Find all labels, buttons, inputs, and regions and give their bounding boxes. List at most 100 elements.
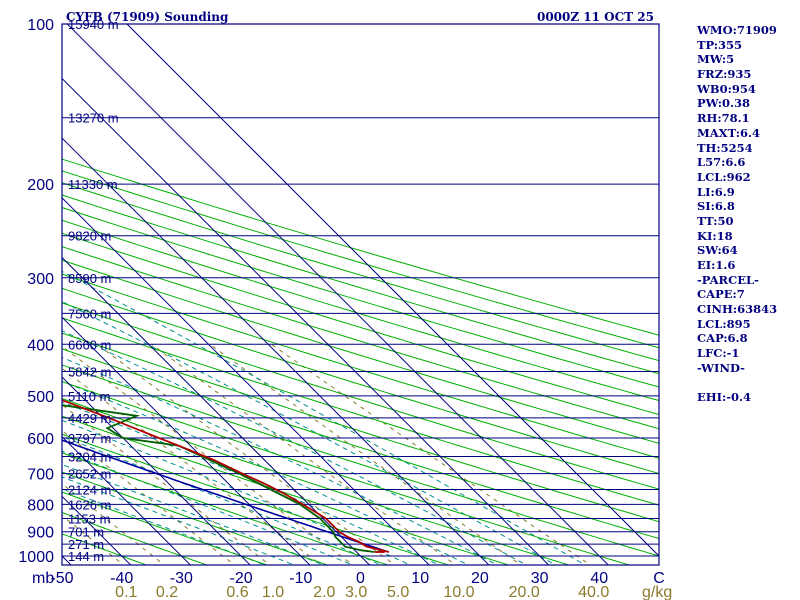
height-label: 7560 m (68, 306, 111, 321)
dry-adiabat-line (62, 170, 659, 349)
parcel-trace (62, 439, 390, 553)
dry-adiabat-line (62, 194, 659, 375)
mixing-ratio-tick-label: 2.0 (313, 584, 335, 600)
temperature-profile (62, 399, 390, 553)
stat-line: CAP:6.8 (697, 331, 748, 346)
height-label: 4429 m (68, 411, 111, 426)
isotherm-line (62, 256, 371, 565)
stat-line: LCL:962 (697, 169, 751, 184)
chart-timestamp: 0000Z 11 OCT 25 (537, 10, 654, 24)
height-label: 144 m (68, 549, 104, 564)
stat-line: CAPE:7 (697, 287, 745, 302)
dry-adiabat-line (62, 302, 659, 490)
dry-adiabat-line (62, 207, 659, 388)
moist-adiabat-line (62, 401, 441, 565)
moist-adiabat-line (62, 301, 557, 565)
temperature-tick-label: 0 (356, 570, 365, 587)
stat-line: TT:50 (697, 213, 734, 228)
temperature-tick-label: 20 (471, 570, 489, 587)
stat-line: RH:78.1 (697, 111, 750, 126)
dry-adiabat-line (62, 287, 659, 475)
mixing-ratio-tick-label: 0.1 (115, 584, 137, 600)
moist-adiabat-line (62, 270, 587, 565)
isotherm-line (62, 435, 192, 565)
dry-adiabat-line (62, 273, 659, 459)
pressure-unit-label: mb (32, 570, 54, 587)
dewpoint-profile (62, 404, 375, 553)
dry-adiabats (62, 158, 659, 565)
height-label: 9820 m (68, 229, 111, 244)
stat-line: LFC:-1 (697, 346, 740, 361)
dry-adiabat-line (62, 364, 659, 557)
height-label: 2124 m (68, 483, 111, 498)
stat-line: LCL:895 (697, 316, 751, 331)
dry-adiabat-line (62, 511, 209, 565)
dry-adiabat-line (62, 158, 659, 336)
temperature-tick-label: 10 (411, 570, 429, 587)
pressure-tick-label: 700 (27, 467, 54, 484)
stability-indices-panel: WMO:71909 TP:355 MW:5 FRZ:935 WB0:954 PW:0.38… (697, 23, 800, 405)
stat-line (697, 376, 800, 391)
temperature-tick-label: C (653, 570, 665, 587)
stat-line: TH:5254 (697, 140, 753, 155)
pressure-tick-label: 200 (27, 177, 54, 194)
pressure-tick-label: 900 (27, 525, 54, 542)
isotherm-line (126, 24, 659, 557)
height-label: 5110 m (68, 389, 110, 404)
height-label: 15940 m (68, 17, 119, 32)
chart-background-layers (62, 23, 659, 566)
dry-adiabat-line (62, 259, 659, 444)
stat-line: LI:6.9 (697, 184, 735, 199)
chart-title: CYFB (71909) Sounding (66, 10, 229, 24)
pressure-axis-labels: 100 200 300 400 500 600 700 800 900 1000 (18, 17, 54, 566)
dry-adiabat-line (62, 332, 659, 523)
mixing-ratio-tick-label: 10.0 (443, 584, 474, 600)
dry-adiabat-line (62, 471, 329, 565)
height-label: 701 m (68, 525, 104, 540)
mixing-ratio-line (62, 345, 354, 565)
mixing-ratio-labels: 0.1 0.2 0.6 1.0 2.0 3.0 5.0 10.0 20.0 40.0 (115, 584, 609, 600)
moist-adiabat-line (62, 488, 267, 565)
mixing-ratio-line (96, 343, 396, 565)
mixing-ratio-tick-label: 5.0 (387, 584, 409, 600)
dry-adiabat-line (62, 452, 390, 565)
height-label: 3204 m (68, 450, 111, 465)
stat-line: WMO:71909 (697, 23, 777, 37)
isotherm-line (66, 24, 610, 565)
moist-adiabat-line (62, 464, 325, 565)
isotherm-line (62, 197, 430, 565)
height-labels: 15940 m 13270 m 11330 m 9820 m 8590 m 7560 m 6… (68, 17, 119, 564)
height-label: 1626 m (68, 497, 111, 512)
height-label: 11330 m (68, 177, 118, 192)
dry-adiabat-line (62, 433, 450, 565)
dry-adiabat-line (62, 348, 659, 540)
mixing-ratio-tick-label: 3.0 (345, 584, 367, 600)
isotherm-line (62, 495, 132, 565)
stat-line: EI:1.6 (697, 258, 736, 272)
pressure-tick-label: 500 (27, 389, 54, 406)
mixing-ratio-tick-label: 40.0 (578, 584, 609, 600)
pressure-tick-label: 300 (27, 271, 54, 288)
stat-line: -PARCEL- (697, 272, 759, 287)
isotherms (62, 24, 659, 565)
isotherm-line (62, 77, 550, 565)
temperature-tick-label: -30 (170, 570, 193, 587)
height-label: 5842 m (68, 365, 111, 380)
temperature-tick-label: -20 (230, 570, 253, 587)
moist-adiabat-line (62, 476, 296, 565)
mixing-ratio-tick-label: 0.2 (156, 584, 178, 600)
stat-line: EHI:-0.4 (697, 390, 752, 405)
mixing-ratio-tick-label: 0.6 (226, 584, 248, 600)
height-label: 3797 m (68, 431, 111, 446)
stat-line: FRZ:935 (697, 67, 752, 82)
dry-adiabat-line (62, 317, 659, 506)
pressure-tick-label: 800 (27, 497, 54, 514)
moist-adiabats (62, 270, 587, 565)
temperature-tick-label: -10 (289, 570, 312, 587)
pressure-tick-label: 600 (27, 431, 54, 448)
moist-adiabat-line (62, 436, 383, 565)
stat-line: MW:5 (697, 52, 735, 67)
stat-line: SI:6.8 (697, 199, 735, 214)
mixing-ratio-line (209, 343, 522, 565)
stat-line: -WIND- (697, 360, 745, 375)
